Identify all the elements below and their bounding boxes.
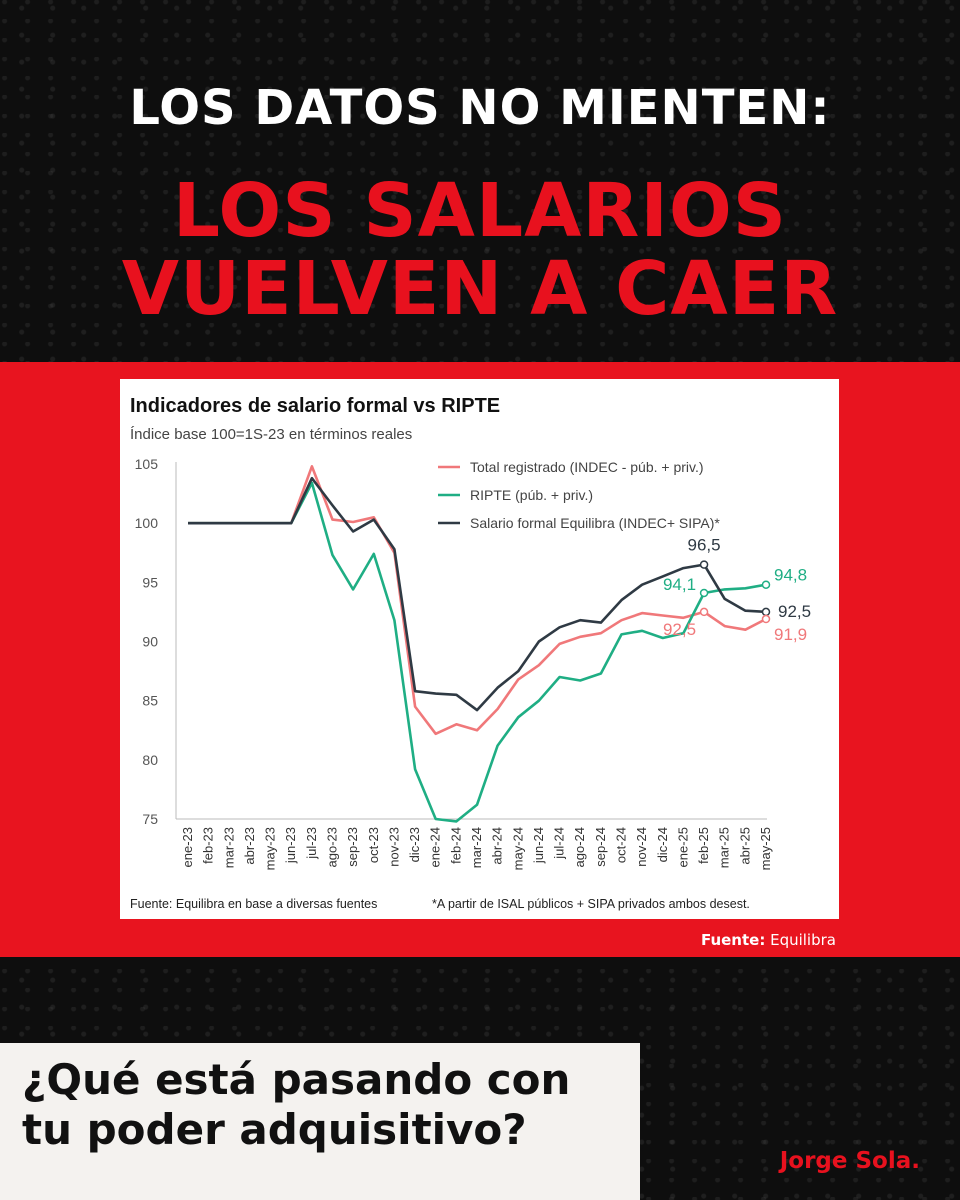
chart-annotations: 96,5 94,8 94,1 92,5 92,5 91,9 <box>663 536 811 644</box>
x-tick-label: nov-23 <box>386 827 401 867</box>
annotation-label: 92,5 <box>663 620 696 639</box>
x-tick-label: abr-24 <box>490 827 505 865</box>
source-note: Fuente: Equilibra <box>701 931 836 949</box>
annotation-marker <box>761 607 771 617</box>
y-tick-label: 90 <box>142 634 158 650</box>
x-tick-label: oct-23 <box>366 827 381 863</box>
chart: Indicadores de salario formal vs RIPTE Í… <box>130 395 811 911</box>
x-tick-label: ene-25 <box>675 827 690 867</box>
x-tick-label: mar-23 <box>221 827 236 868</box>
y-tick-label: 80 <box>142 752 158 768</box>
chart-footnote-left: Fuente: Equilibra en base a diversas fue… <box>130 897 377 911</box>
x-tick-label: sep-23 <box>345 827 360 867</box>
x-tick-label: dic-24 <box>655 827 670 862</box>
x-tick-label: oct-24 <box>614 827 629 863</box>
y-tick-label: 95 <box>142 574 158 590</box>
x-tick-label: may-24 <box>510 827 525 870</box>
chart-card: Indicadores de salario formal vs RIPTE Í… <box>120 379 839 919</box>
question-text: ¿Qué está pasando con tu poder adquisiti… <box>22 1055 571 1154</box>
x-tick-label: jul-23 <box>304 827 319 860</box>
x-tick-label: ago-24 <box>572 827 587 867</box>
series-line-0 <box>188 465 767 736</box>
legend-label-2: Salario formal Equilibra (INDEC+ SIPA)* <box>470 515 720 531</box>
x-tick-label: abr-23 <box>242 827 257 865</box>
chart-footnote-right: *A partir de ISAL públicos + SIPA privad… <box>432 897 750 911</box>
x-tick-label: ago-23 <box>325 827 340 867</box>
x-tick-label: mar-25 <box>717 827 732 868</box>
x-tick-label: may-25 <box>758 827 773 870</box>
signature: Jorge Sola. <box>779 1148 920 1174</box>
headline-line-2b: VUELVEN A CAER <box>121 246 839 332</box>
annotation-marker <box>761 614 771 624</box>
chart-lines <box>188 465 767 823</box>
x-tick-label: feb-23 <box>201 827 216 864</box>
annotation-label: 94,8 <box>774 566 807 585</box>
source-label: Fuente: <box>700 931 766 949</box>
chart-title: Indicadores de salario formal vs RIPTE <box>130 395 500 417</box>
legend-label-1: RIPTE (púb. + priv.) <box>470 487 593 503</box>
annotation-label: 96,5 <box>688 536 721 555</box>
chart-subtitle: Índice base 100=1S-23 en términos reales <box>130 426 412 443</box>
legend-label-0: Total registrado (INDEC - púb. + priv.) <box>470 459 704 475</box>
x-tick-label: jun-24 <box>531 827 546 864</box>
headline-line-1: LOS DATOS NO MIENTEN: <box>129 80 831 136</box>
annotation-marker <box>699 588 709 598</box>
y-tick-label: 85 <box>142 693 158 709</box>
x-tick-label: abr-25 <box>737 827 752 865</box>
y-tick-label: 100 <box>135 515 159 531</box>
chart-legend: Total registrado (INDEC - púb. + priv.) R… <box>438 459 720 531</box>
x-tick-label: feb-24 <box>448 827 463 864</box>
x-tick-label: may-23 <box>263 827 278 870</box>
headline-line-2a: LOS SALARIOS <box>172 168 788 254</box>
series-line-1 <box>188 481 767 823</box>
x-tick-label: nov-24 <box>634 827 649 867</box>
annotation-marker <box>761 580 771 589</box>
annotation-label: 94,1 <box>663 575 696 594</box>
x-tick-label: ene-24 <box>428 827 443 867</box>
x-tick-label: feb-25 <box>696 827 711 864</box>
chart-axes: 105 100 95 90 85 80 75 ene-23 feb-23 mar-23 abr-23… <box>135 456 773 870</box>
annotation-label: 92,5 <box>778 602 811 621</box>
x-tick-label: jul-24 <box>552 827 567 860</box>
annotation-marker <box>699 607 709 617</box>
series-line-2 <box>188 476 767 712</box>
x-tick-label: mar-24 <box>469 827 484 868</box>
annotation-label: 91,9 <box>774 625 807 644</box>
source-value: Equilibra <box>765 931 836 949</box>
x-tick-label: ene-23 <box>180 827 195 867</box>
x-tick-label: sep-24 <box>593 827 608 867</box>
x-tick-label: dic-23 <box>407 827 422 862</box>
question-box: ¿Qué está pasando con tu poder adquisiti… <box>0 1043 640 1200</box>
x-tick-label: jun-23 <box>283 827 298 864</box>
y-tick-label: 75 <box>142 811 158 827</box>
headline-line-2: LOS SALARIOS VUELVEN A CAER <box>0 172 960 328</box>
annotation-marker <box>699 560 709 569</box>
y-tick-label: 105 <box>135 456 159 472</box>
